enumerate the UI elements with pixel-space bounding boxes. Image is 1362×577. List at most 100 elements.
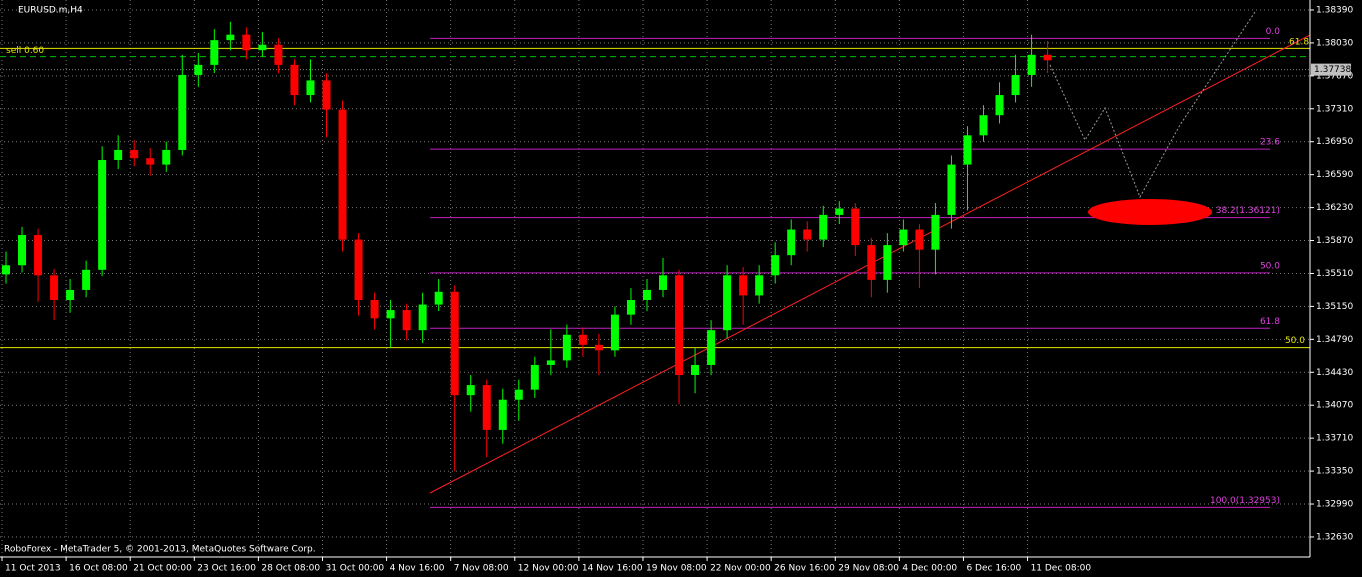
candle-body: [723, 275, 732, 331]
candle-body: [162, 149, 171, 165]
candle-body: [899, 229, 908, 246]
candle-body: [66, 289, 75, 301]
candle-body: [50, 275, 59, 301]
y-tick-label: 1.33350: [1316, 467, 1353, 477]
candle-body: [402, 310, 411, 331]
y-tick-label: 1.34070: [1316, 401, 1353, 411]
candle-body: [242, 34, 251, 51]
candles: [2, 21, 1052, 472]
candle-body: [482, 385, 491, 430]
x-tick-label: 29 Nov 08:00: [838, 564, 899, 574]
candle-body: [1027, 54, 1036, 75]
candle-body: [610, 314, 619, 351]
x-tick-label: 12 Nov 00:00: [518, 564, 579, 574]
candle-body: [466, 385, 475, 396]
bid-label: 1.37738: [1314, 65, 1351, 75]
y-tick-label: 1.38030: [1316, 38, 1353, 48]
candle-body: [194, 64, 203, 75]
candle-body: [819, 214, 828, 240]
candle-body: [883, 245, 892, 280]
y-tick-label: 1.37670: [1316, 71, 1353, 81]
y-tick-label: 1.36230: [1316, 203, 1353, 213]
candle-body: [947, 164, 956, 215]
fib-label: 100.0(1.32953): [1210, 496, 1280, 506]
candle-body: [2, 265, 11, 275]
x-tick-label: 31 Oct 00:00: [325, 564, 384, 574]
grid: [0, 0, 1310, 557]
candle-body: [594, 344, 603, 351]
bid-box: [1311, 63, 1351, 76]
x-tick-label: 16 Oct 08:00: [69, 564, 128, 574]
y-tick-label: 1.32630: [1316, 532, 1353, 542]
candle-body: [178, 74, 187, 150]
candle-body: [867, 245, 876, 280]
candle-body: [210, 40, 219, 65]
levels: 0.0 23.6 38.2(1.36121) 50.0 61.8 100.0(1.3295…: [0, 27, 1310, 508]
x-tick-label: 7 Nov 08:00: [454, 564, 509, 574]
x-tick-label: 6 Dec 16:00: [966, 564, 1021, 574]
x-tick-label: 22 Nov 00:00: [710, 564, 771, 574]
candle-body: [322, 80, 331, 110]
x-tick-label: 23 Oct 16:00: [197, 564, 256, 574]
candle-body: [659, 275, 668, 290]
candle-body: [562, 334, 571, 361]
candle-body: [963, 135, 972, 165]
y-tick-label: 1.35150: [1316, 302, 1353, 312]
y-tick-label: 1.37310: [1316, 104, 1353, 114]
y-tick-label: 1.35870: [1316, 236, 1353, 246]
candle-body: [514, 389, 523, 400]
x-tick-label: 14 Nov 16:00: [582, 564, 643, 574]
target-zone: [1088, 199, 1212, 225]
candle-body: [691, 364, 700, 376]
candle-body: [995, 95, 1004, 116]
candle-body: [114, 149, 123, 161]
y-tick-label: 1.32990: [1316, 500, 1353, 510]
candle-body: [98, 160, 107, 270]
axis-labels: 1.38390 1.38030 1.37670 1.37310 1.36950 1.365…: [1, 5, 1353, 574]
fib-label: 23.6: [1260, 138, 1280, 148]
candle-body: [642, 289, 651, 301]
candle-body: [370, 300, 379, 319]
chart-title: EURUSD.m,H4: [18, 6, 83, 16]
candle-body: [290, 64, 299, 96]
sell-label: sell 0.60: [6, 46, 44, 56]
y-tick-label: 1.36590: [1316, 170, 1353, 180]
y-tick-label: 1.38390: [1316, 5, 1353, 15]
candle-body: [1011, 74, 1020, 96]
x-tick-label: 11 Oct 2013: [5, 564, 61, 574]
candle-body: [1043, 54, 1052, 61]
candle-body: [979, 115, 988, 136]
candle-body: [274, 44, 283, 65]
fib-label: 61.8: [1260, 317, 1280, 327]
fib-label: 0.0: [1266, 27, 1281, 37]
candle-body: [434, 291, 443, 305]
candle-body: [835, 208, 844, 215]
candle-body: [851, 208, 860, 246]
candle-body: [34, 235, 43, 276]
candle-body: [771, 255, 780, 276]
footer: RoboForex - MetaTrader 5, © 2001-2013, M…: [4, 545, 316, 555]
candle-body: [130, 149, 139, 159]
fib-label: 50.0: [1260, 261, 1280, 271]
candle-body: [915, 229, 924, 250]
candle-body: [18, 235, 27, 266]
candle-body: [418, 304, 427, 331]
candle-body: [226, 34, 235, 41]
candle-body: [306, 80, 315, 96]
x-tick-label: 11 Dec 08:00: [1031, 564, 1092, 574]
candle-body: [931, 214, 940, 250]
candle-body: [258, 44, 267, 51]
y-tick-label: 1.33710: [1316, 434, 1353, 444]
x-tick-label: 4 Nov 16:00: [390, 564, 445, 574]
candle-body: [546, 360, 555, 365]
fib-label: 38.2(1.36121): [1216, 206, 1280, 216]
candle-body: [530, 364, 539, 390]
y-tick-label: 1.34790: [1316, 335, 1353, 345]
candle-body: [450, 291, 459, 396]
candle-body: [707, 330, 716, 365]
candle-body: [386, 310, 395, 319]
candle-body: [675, 275, 684, 376]
y-tick-label: 1.36950: [1316, 137, 1353, 147]
